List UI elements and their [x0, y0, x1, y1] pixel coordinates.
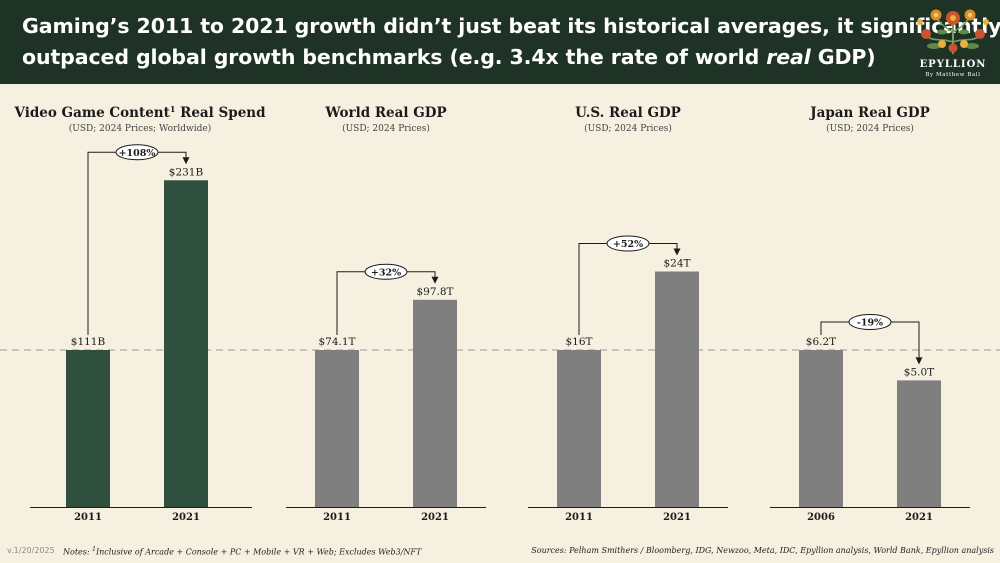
chart-4-category-label-2021: 2021 [905, 512, 933, 523]
chart-3-title: U.S. Real GDP [575, 105, 681, 121]
chart-2-bar-2021 [413, 299, 457, 507]
chart-3-category-label-2011: 2011 [565, 512, 593, 523]
title-line-1: Gaming’s 2011 to 2021 growth didn’t just… [22, 14, 1000, 38]
chart-3-change-arrowhead [673, 248, 681, 256]
chart-1-category-label-2021: 2021 [172, 512, 200, 523]
chart-4-change-bubble [848, 314, 892, 330]
chart-2-subtitle: (USD; 2024 Prices) [342, 123, 430, 134]
chart-1-title-text-end: Real Spend [175, 105, 266, 121]
title-emphasis: real [766, 45, 811, 69]
chart-3-value-label-2011: $16T [565, 336, 592, 348]
chart-3-change-bubble [606, 235, 650, 252]
chart-4-change-arrowhead [915, 357, 923, 365]
chart-2-title-text: World Real GDP [324, 105, 446, 121]
chart-1-category-label-2011: 2011 [74, 512, 102, 523]
chart-2-change-label: +32% [371, 267, 401, 278]
chart-1-value-label-2011: $111B [71, 336, 106, 348]
title-line-2-start: outpaced global growth benchmarks (e.g. … [22, 45, 767, 69]
chart-4-value-label-2021: $5.0T [904, 366, 934, 378]
logo-byline: By Matthew Ball [925, 72, 981, 78]
chart-3-bar-2011 [557, 350, 601, 507]
chart-2-category-label-2021: 2021 [421, 512, 449, 523]
epyllion-logo: EPYLLION By Matthew Ball [912, 2, 994, 82]
chart-1-title: Video Game Content1 Real Spend [13, 104, 266, 121]
chart-2-change-bubble [364, 263, 408, 280]
chart-4-bar-2021 [897, 380, 941, 507]
chart-3-category-label-2021: 2021 [663, 512, 691, 523]
chart-2-value-label-2011: $74.1T [318, 336, 355, 348]
chart-1-title-text: Video Game Content [13, 105, 170, 121]
chart-4-title: Japan Real GDP [809, 105, 930, 121]
chart-4-title-text: Japan Real GDP [809, 105, 930, 121]
chart-4-category-label-2006: 2006 [807, 512, 835, 523]
notes-superscript: 1 [92, 546, 96, 553]
chart-3-value-label-2021: $24T [663, 258, 690, 270]
chart-3-title-text: U.S. Real GDP [575, 105, 681, 121]
version-label: v.1/20/2025 [7, 546, 55, 555]
notes-text: Inclusive of Arcade + Console + PC + Mob… [95, 547, 422, 557]
chart-3-change-label: +52% [613, 239, 643, 250]
chart-2-value-label-2021: $97.8T [416, 286, 453, 298]
chart-3-subtitle: (USD; 2024 Prices) [584, 123, 672, 134]
chart-1-bar-2011 [66, 350, 110, 507]
footer-notes: Notes: 1Inclusive of Arcade + Console + … [63, 546, 421, 557]
chart-4-value-label-2006: $6.2T [806, 336, 836, 348]
chart-1-change-arrowhead [182, 157, 190, 165]
chart-1-title-footnote-marker: 1 [170, 104, 176, 114]
page-title: Gaming’s 2011 to 2021 growth didn’t just… [22, 11, 1000, 73]
floral-emblem-icon [917, 9, 989, 54]
chart-4-subtitle: (USD; 2024 Prices) [826, 123, 914, 134]
chart-2-category-label-2011: 2011 [323, 512, 351, 523]
title-line-2-end: GDP) [810, 45, 876, 69]
chart-2-change-arrowhead [431, 276, 439, 284]
chart-1-subtitle: (USD; 2024 Prices; Worldwide) [69, 123, 211, 134]
footer-sources: Sources: Pelham Smithers / Bloomberg, ID… [531, 546, 994, 555]
chart-2-title: World Real GDP [324, 105, 446, 121]
chart-2-bar-2011 [315, 350, 359, 507]
header-banner: Gaming’s 2011 to 2021 growth didn’t just… [0, 0, 1000, 84]
chart-4-change-label: -19% [857, 318, 883, 329]
logo-name: EPYLLION [919, 59, 987, 70]
chart-1-value-label-2021: $231B [169, 166, 204, 178]
chart-1-bar-2021 [164, 180, 208, 507]
notes-prefix: Notes: [63, 547, 93, 557]
chart-3-bar-2021 [655, 271, 699, 507]
chart-1-change-bubble [115, 144, 159, 161]
chart-1-change-label: +108% [119, 148, 156, 159]
title-line-2: outpaced global growth benchmarks (e.g. … [22, 42, 922, 73]
chart-4-bar-2006 [799, 350, 843, 507]
